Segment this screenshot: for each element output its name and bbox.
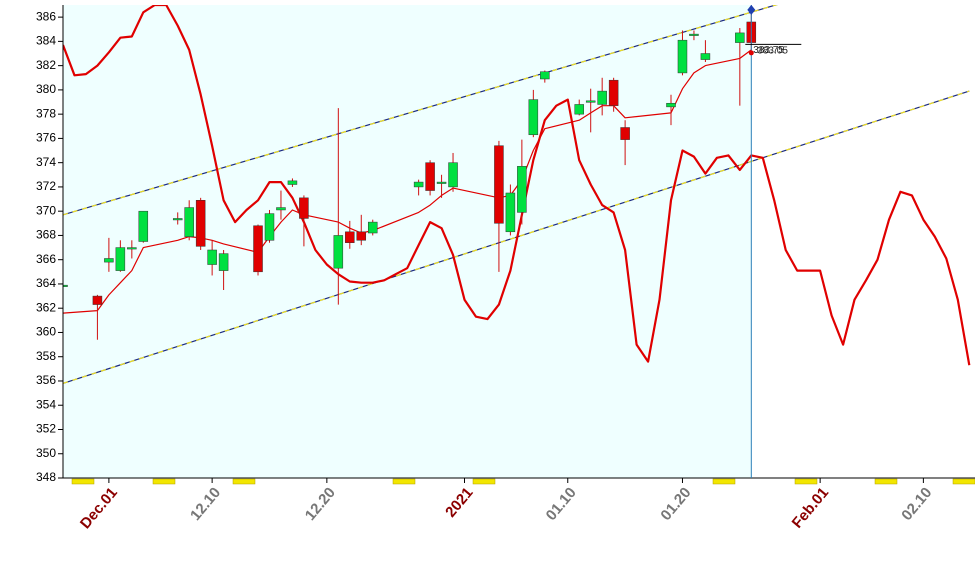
y-tick-label: 370: [36, 203, 56, 217]
candle-body: [264, 213, 275, 241]
y-tick-label: 366: [36, 252, 56, 266]
y-tick-label: 354: [36, 397, 56, 411]
candle-body: [207, 249, 217, 265]
candle-body: [608, 79, 619, 106]
candle-body: [666, 102, 676, 108]
candle-body: [299, 197, 309, 219]
candle-body: [700, 53, 711, 60]
high-marker: [747, 4, 756, 15]
data-region: [63, 5, 752, 478]
indicator-line: [63, 49, 752, 314]
candle-body: [184, 207, 194, 237]
candle-body: [253, 225, 263, 273]
candle-body: [172, 218, 183, 221]
candle-body: [505, 192, 516, 233]
candle-body: [104, 258, 114, 263]
weekend-marker: [712, 478, 736, 485]
candle-body: [345, 231, 355, 243]
candle-body: [276, 207, 286, 211]
y-tick-label: 362: [36, 300, 56, 314]
candle-body: [63, 284, 68, 287]
weekend-marker: [794, 478, 818, 485]
y-tick-label: 384: [36, 34, 56, 48]
weekend-markers: [71, 478, 975, 485]
price-dot: [748, 50, 754, 56]
candle-body: [528, 99, 539, 136]
weekend-marker: [71, 478, 95, 485]
y-tick-label: 374: [36, 155, 56, 169]
candle-body: [689, 33, 699, 36]
weekend-marker: [952, 478, 975, 485]
y-tick-label: 352: [36, 422, 56, 436]
candle-body: [413, 181, 424, 188]
weekend-marker: [392, 478, 416, 485]
candle-body: [540, 71, 550, 80]
candle-body: [425, 162, 435, 191]
candle-body: [735, 32, 745, 43]
candle-body: [517, 166, 527, 213]
annotation-label: 383.05: [757, 46, 788, 57]
candle-body: [574, 104, 584, 115]
weekend-marker: [232, 478, 256, 485]
plot-background: [63, 5, 752, 478]
y-tick-label: 348: [36, 470, 56, 484]
candle-body: [333, 235, 344, 269]
y-tick-label: 372: [36, 179, 56, 193]
plot-marks: [63, 5, 971, 384]
indicator-line: [63, 5, 971, 366]
weekend-marker: [874, 478, 898, 485]
y-tick-label: 356: [36, 373, 56, 387]
candle-body: [138, 210, 149, 242]
y-tick-label: 378: [36, 106, 56, 120]
candle-body: [585, 100, 596, 103]
y-tick-label: 380: [36, 82, 56, 96]
channel-dash: [63, 5, 778, 216]
candle-body: [448, 162, 458, 188]
candle-body: [127, 247, 137, 250]
candle-body: [356, 231, 367, 241]
y-tick-label: 358: [36, 349, 56, 363]
y-tick-label: 360: [36, 325, 56, 339]
y-tick-label: 382: [36, 58, 56, 72]
candle-body: [677, 39, 688, 74]
weekend-marker: [472, 478, 496, 485]
candle-body: [620, 127, 630, 140]
y-tick-label: 376: [36, 131, 56, 145]
annotation-label: 383.75: [753, 45, 784, 56]
channel-dash: [63, 90, 970, 384]
candle-body: [436, 181, 447, 184]
weekend-marker: [152, 478, 176, 485]
candle-body: [287, 180, 298, 185]
y-tick-label: 364: [36, 276, 56, 290]
y-tick-label: 386: [36, 9, 56, 23]
y-tick-label: 350: [36, 446, 56, 460]
candle-body: [597, 90, 607, 105]
candle-body: [494, 145, 504, 224]
candle-body: [92, 295, 103, 305]
candle-body: [367, 221, 378, 234]
candle-body: [195, 200, 206, 247]
y-tick-label: 368: [36, 228, 56, 242]
candle-body: [218, 253, 229, 271]
candle-body: [115, 247, 126, 271]
